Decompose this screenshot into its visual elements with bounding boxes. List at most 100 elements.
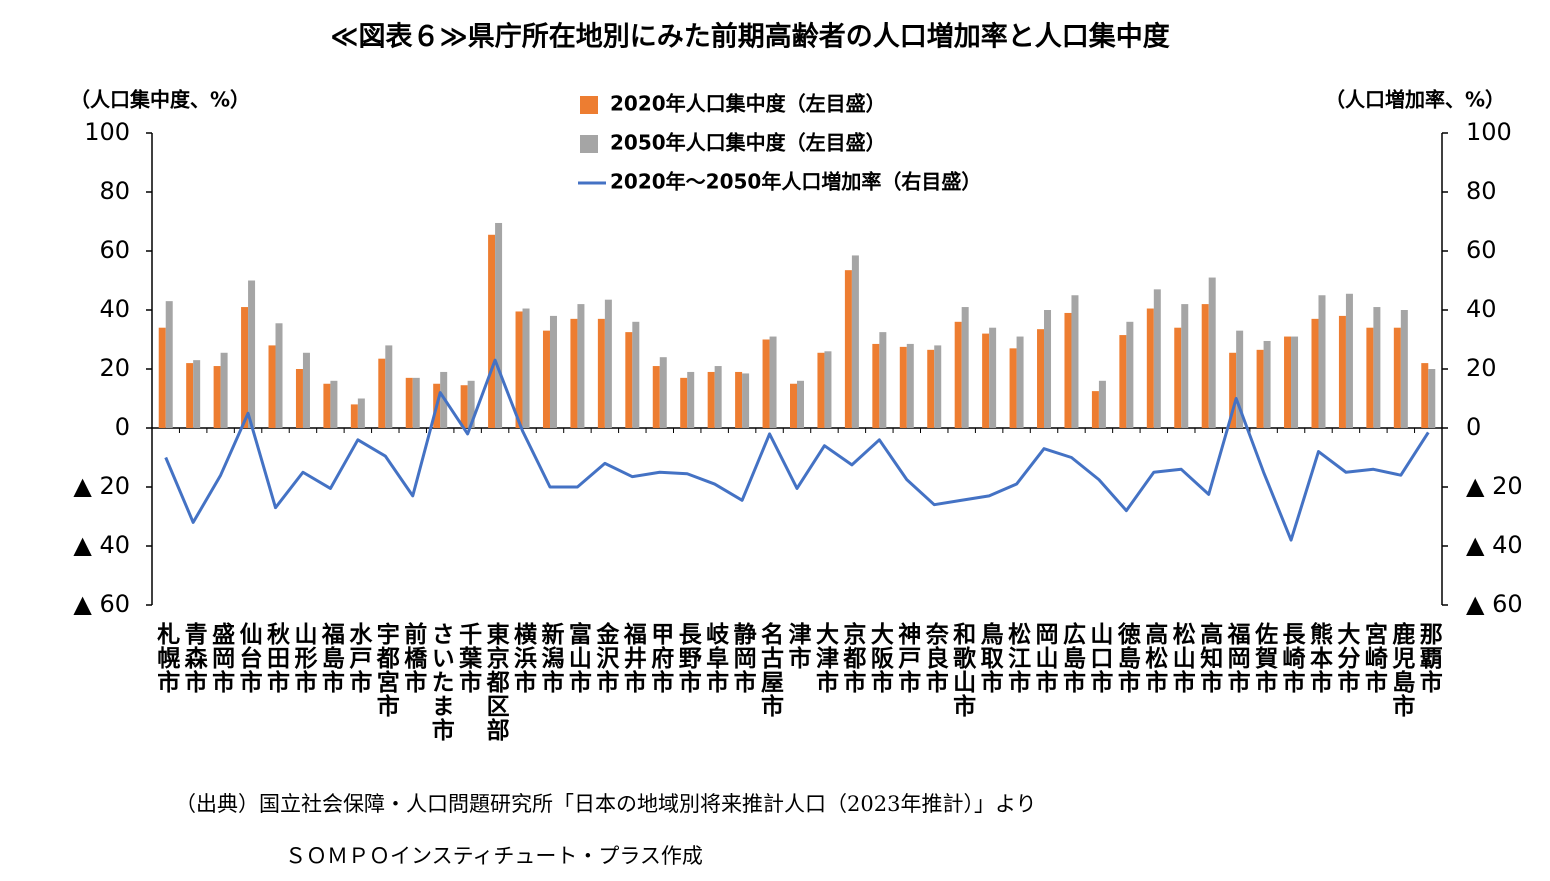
bar bbox=[1091, 391, 1099, 428]
bar bbox=[323, 383, 331, 428]
bar bbox=[193, 360, 201, 428]
bar bbox=[714, 366, 722, 428]
bar bbox=[1229, 352, 1237, 428]
y-tick-label: 100 bbox=[84, 118, 130, 146]
bar bbox=[652, 366, 660, 428]
bar bbox=[1098, 380, 1106, 428]
x-tick-label: 静岡市 bbox=[729, 622, 756, 694]
x-tick-label: 徳島市 bbox=[1113, 622, 1140, 694]
x-tick-label: 青森市 bbox=[180, 622, 207, 694]
bar bbox=[989, 327, 997, 428]
bar bbox=[1071, 295, 1079, 428]
bar bbox=[1009, 348, 1017, 428]
bar bbox=[625, 332, 633, 428]
x-tick-label: 水戸市 bbox=[344, 622, 371, 694]
bar bbox=[248, 280, 256, 428]
bar bbox=[844, 270, 852, 428]
bar bbox=[295, 369, 303, 428]
bar bbox=[659, 357, 667, 428]
y2-tick-label: 80 bbox=[1466, 177, 1497, 205]
x-tick-label: 横浜市 bbox=[509, 622, 536, 694]
legend-swatch bbox=[580, 96, 598, 114]
bar bbox=[790, 383, 797, 428]
bar bbox=[165, 301, 173, 428]
y2-tick-label: 60 bbox=[1466, 236, 1497, 264]
bar bbox=[1126, 321, 1134, 428]
bar bbox=[385, 345, 393, 428]
x-tick-label: さいたま市 bbox=[427, 622, 454, 742]
bar bbox=[879, 332, 887, 428]
bar bbox=[495, 222, 503, 428]
y2-tick-label: ▲ 60 bbox=[1466, 590, 1523, 618]
x-tick-label: 甲府市 bbox=[646, 622, 673, 694]
bar bbox=[460, 385, 468, 428]
bar bbox=[906, 343, 914, 428]
y-tick-label: ▲ 20 bbox=[73, 472, 130, 500]
x-tick-label: 福島市 bbox=[317, 622, 344, 694]
bar bbox=[597, 318, 605, 428]
bar bbox=[872, 343, 880, 428]
bar bbox=[1263, 340, 1271, 428]
bar bbox=[769, 336, 777, 428]
x-tick-label: 松山市 bbox=[1168, 622, 1195, 694]
bar bbox=[1201, 304, 1209, 428]
bar bbox=[158, 327, 166, 428]
bar bbox=[934, 345, 942, 428]
y2-tick-label: ▲ 20 bbox=[1466, 472, 1523, 500]
bar bbox=[851, 255, 859, 428]
bar bbox=[1208, 277, 1216, 428]
bar bbox=[1366, 327, 1374, 428]
bar bbox=[515, 311, 523, 428]
y2-tick-label: 20 bbox=[1466, 354, 1497, 382]
bar bbox=[961, 307, 969, 428]
bar bbox=[1146, 308, 1154, 428]
x-tick-label: 山口市 bbox=[1085, 622, 1112, 694]
bar bbox=[1311, 318, 1319, 428]
bar bbox=[350, 404, 358, 428]
x-tick-label: 新潟市 bbox=[536, 622, 563, 694]
bar bbox=[405, 377, 413, 428]
y-axis-label: （人口集中度、%） bbox=[70, 88, 250, 112]
bar bbox=[1044, 310, 1052, 428]
y-tick-label: 20 bbox=[99, 354, 130, 382]
bar bbox=[1318, 295, 1326, 428]
x-tick-label: 神戸市 bbox=[893, 622, 920, 694]
bar bbox=[817, 352, 825, 428]
chart-title: ≪図表６≫県庁所在地別にみた前期高齢者の人口増加率と人口集中度 bbox=[330, 21, 1170, 53]
bar bbox=[1393, 327, 1401, 428]
x-tick-label: 大阪市 bbox=[866, 622, 893, 694]
bar bbox=[186, 363, 194, 428]
y2-axis-label: （人口増加率、%） bbox=[1325, 88, 1505, 112]
bar bbox=[268, 345, 276, 428]
bar bbox=[412, 377, 420, 428]
legend-label: 2020年人口集中度（左目盛） bbox=[610, 92, 886, 116]
x-tick-label: 前橋市 bbox=[399, 622, 426, 694]
bar bbox=[330, 380, 338, 428]
y-tick-label: 0 bbox=[115, 413, 130, 441]
bar bbox=[549, 315, 557, 428]
bar bbox=[1338, 315, 1346, 428]
bar bbox=[542, 330, 550, 428]
bar bbox=[577, 304, 585, 428]
x-tick-label: 松江市 bbox=[1003, 622, 1030, 694]
bar bbox=[1291, 336, 1299, 428]
x-tick-label: 金沢市 bbox=[591, 622, 618, 694]
legend-swatch bbox=[580, 135, 598, 153]
bar bbox=[1037, 329, 1045, 428]
x-tick-label: 長崎市 bbox=[1278, 622, 1305, 694]
bar bbox=[1064, 312, 1072, 428]
bar bbox=[302, 352, 310, 428]
bar bbox=[632, 321, 640, 428]
bar bbox=[824, 351, 832, 428]
bar bbox=[488, 234, 496, 428]
y-tick-label: ▲ 40 bbox=[73, 531, 130, 559]
source-note: （出典）国立社会保障・人口問題研究所「日本の地域別将来推計人口（2023年推計）… bbox=[175, 792, 1037, 816]
y-tick-label: 40 bbox=[99, 295, 130, 323]
y-tick-label: ▲ 60 bbox=[73, 590, 130, 618]
x-tick-label: 千葉市 bbox=[454, 622, 481, 694]
bar bbox=[604, 299, 612, 428]
x-tick-label: 佐賀市 bbox=[1250, 622, 1277, 694]
bar bbox=[1345, 293, 1353, 428]
x-tick-label: 仙台市 bbox=[235, 622, 262, 694]
